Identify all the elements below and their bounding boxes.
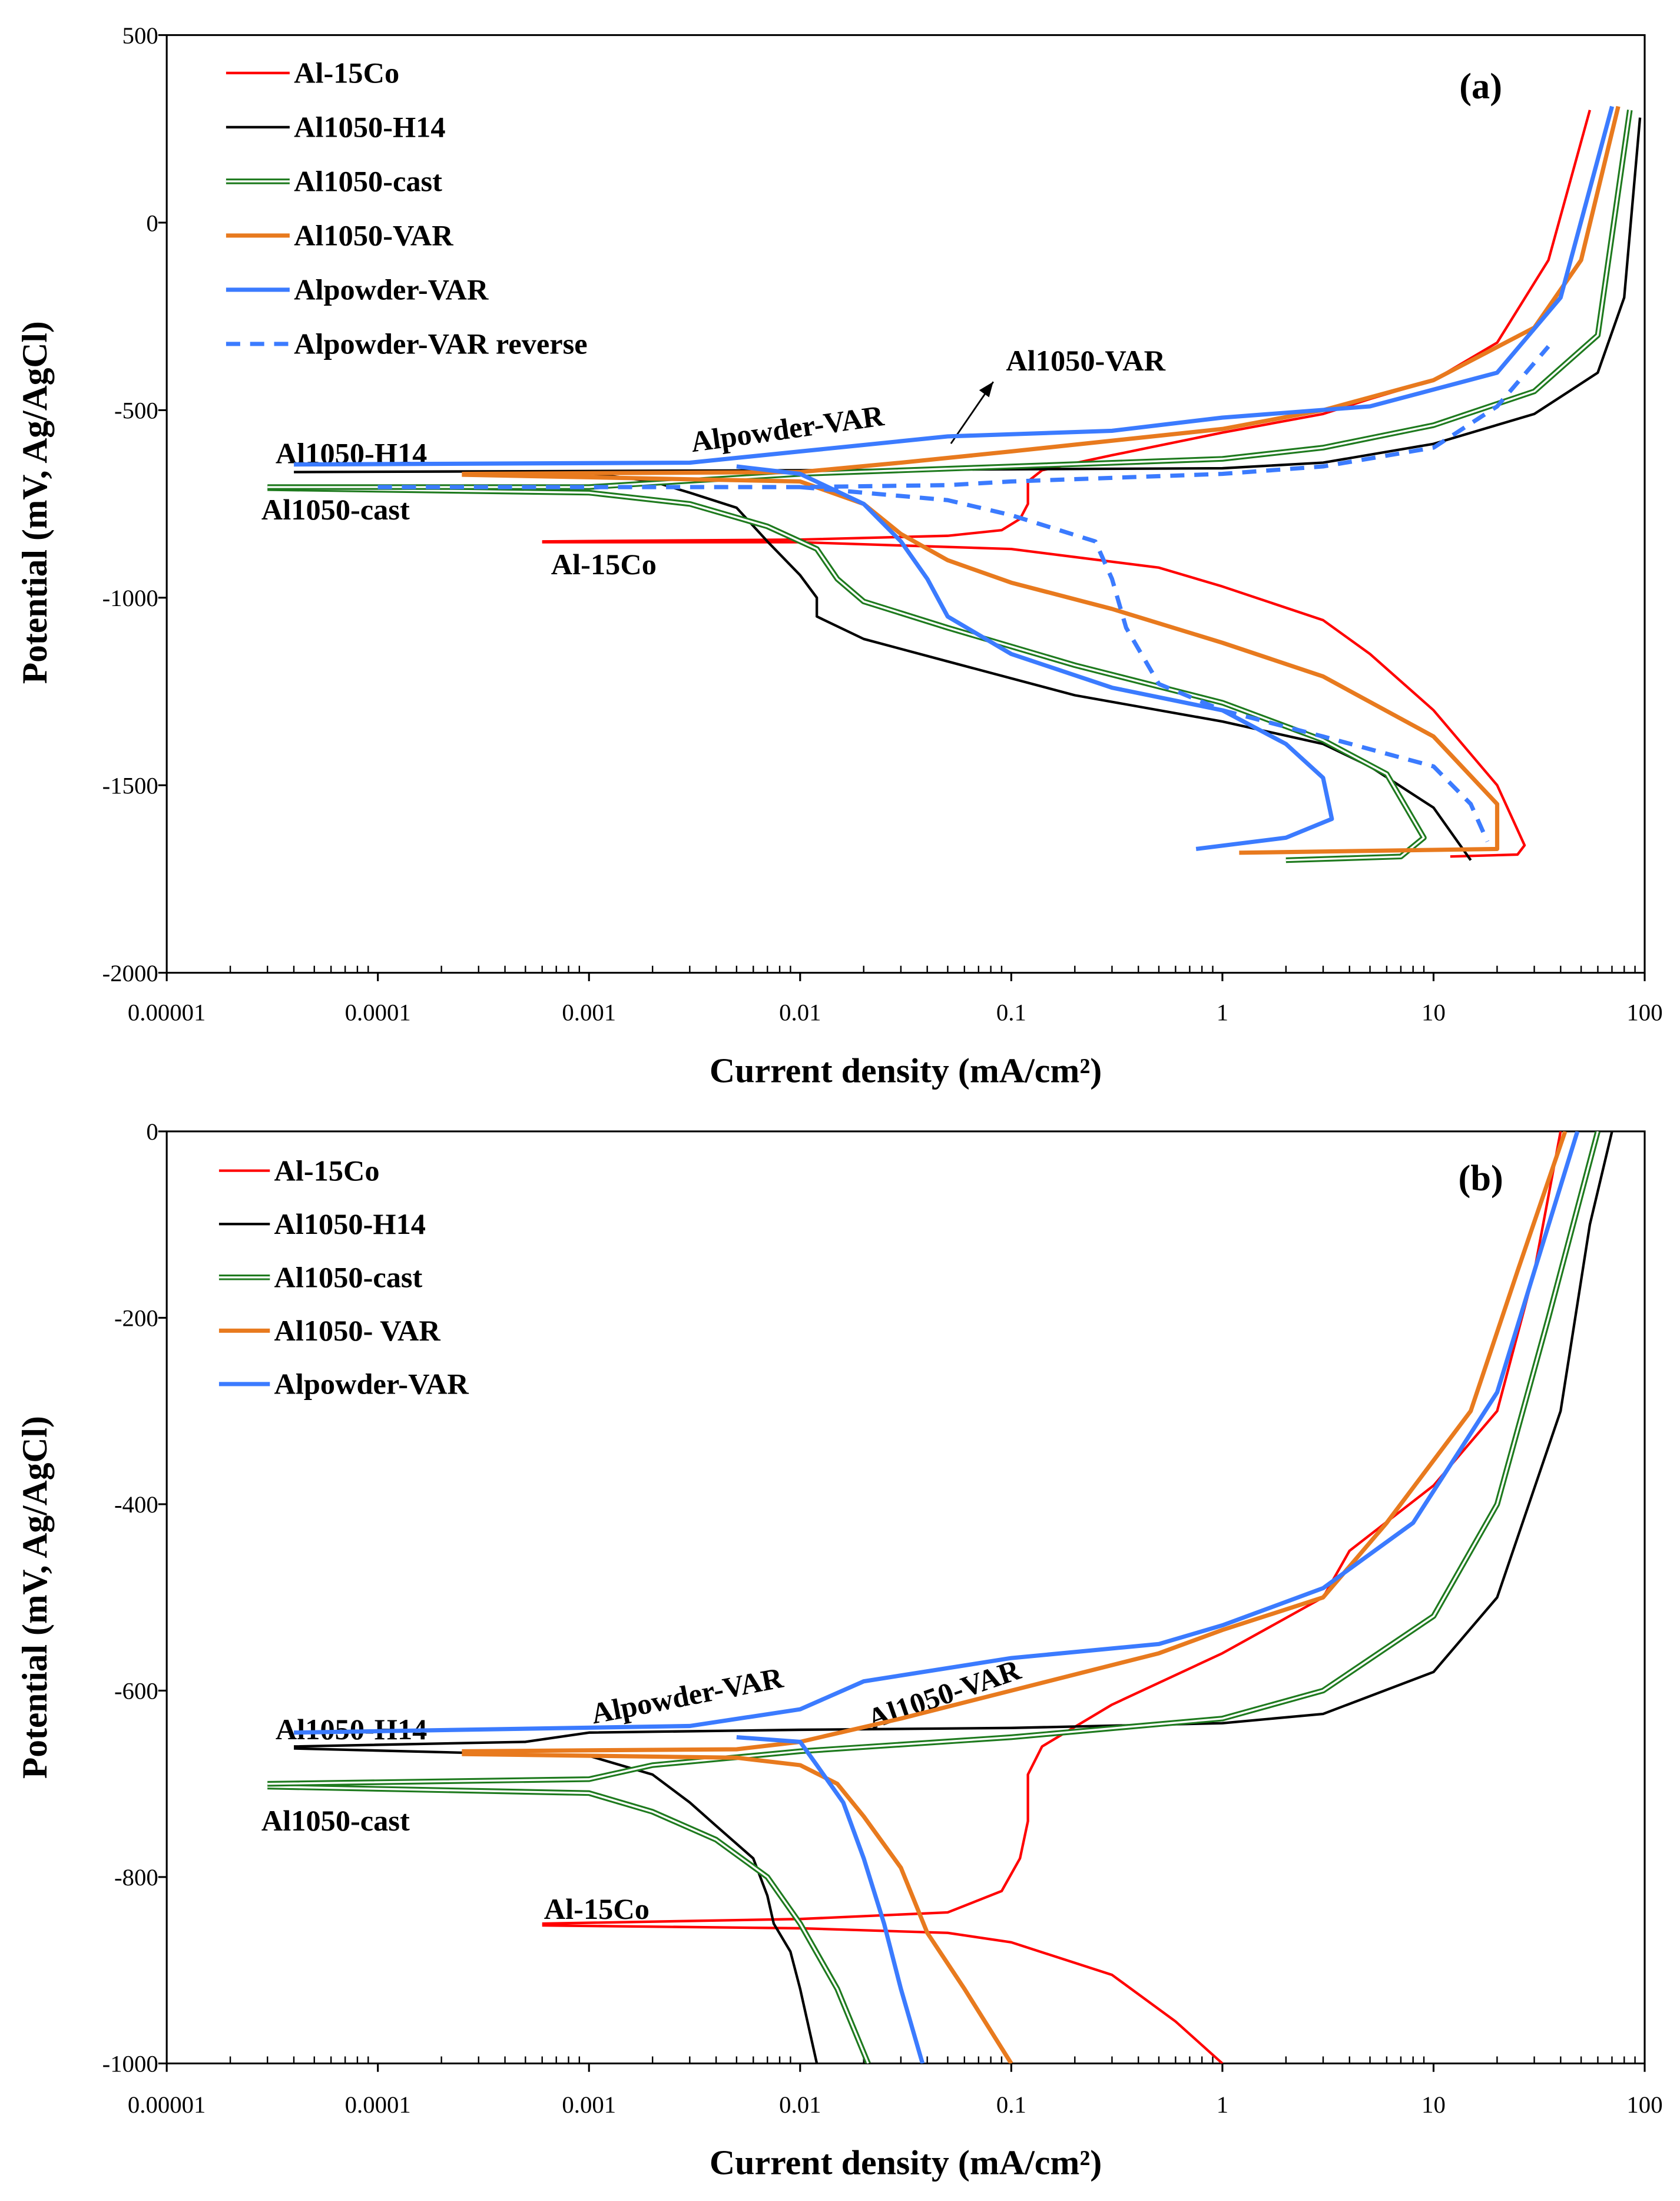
x-tick-label: 1 bbox=[1217, 2091, 1228, 2118]
series-al1050-var-cathodic-line bbox=[462, 1752, 1013, 2064]
y-tick-label: 500 bbox=[122, 22, 158, 49]
x-tick-label: 0.001 bbox=[562, 2091, 616, 2118]
series-alpowder-var-cathodic-line bbox=[736, 1735, 925, 2064]
series-al1050-h14-cathodic-line bbox=[589, 472, 1472, 861]
x-tick-label: 0.0001 bbox=[345, 999, 411, 1026]
x-tick-label: 0.1 bbox=[996, 999, 1026, 1026]
series-alpowder-var-cathodic-line bbox=[736, 464, 1334, 851]
series-al-15co-anodic-line bbox=[542, 110, 1591, 543]
x-tick-label: 0.001 bbox=[562, 999, 616, 1026]
legend-label-al1050-h14: Al1050-H14 bbox=[274, 1207, 426, 1240]
series-al1050-cast-anodic-line-inner bbox=[267, 1131, 1599, 1785]
x-axis-title-b: Current density (mA/cm²) bbox=[710, 2143, 1102, 2182]
panel-a-chart: (a) Current density (mA/cm²) Potential (… bbox=[15, 22, 1663, 1090]
series-alpowder-var-reverse-anodic-line bbox=[377, 345, 1550, 489]
annotation-al-15co: Al-15Co bbox=[544, 1892, 650, 1925]
x-tick-label: 1 bbox=[1217, 999, 1228, 1026]
series-al1050-h14-anodic-line bbox=[294, 1131, 1613, 1748]
y-tick-label: 0 bbox=[146, 210, 158, 236]
series-al-15co-cathodic-line bbox=[542, 1924, 1224, 2064]
y-tick-label: -1000 bbox=[102, 2051, 158, 2077]
series-al1050-cast-cathodic-line-inner bbox=[267, 1785, 869, 2064]
y-tick-label: -1500 bbox=[102, 773, 158, 799]
x-tick-label: 100 bbox=[1626, 999, 1662, 1026]
x-axis-title-a: Current density (mA/cm²) bbox=[710, 1051, 1102, 1090]
legend-label-al1050-cast: Al1050-cast bbox=[294, 165, 442, 198]
arrow-head-icon bbox=[979, 382, 993, 398]
y-tick-label: -800 bbox=[114, 1864, 158, 1891]
annotation-alpowder-var: Alpowder-VAR bbox=[688, 399, 886, 458]
annotation-al1050-cast: Al1050-cast bbox=[261, 493, 410, 526]
y-tick-label: -200 bbox=[114, 1305, 158, 1332]
legend-label-al-15co: Al-15Co bbox=[274, 1154, 380, 1187]
legend-label-al1050-h14: Al1050-H14 bbox=[294, 111, 445, 144]
y-tick-label: -1000 bbox=[102, 585, 158, 611]
annotation-alpowder-var: Alpowder-VAR bbox=[588, 1661, 786, 1730]
legend-label-alpowder-var-reverse: Alpowder-VAR reverse bbox=[294, 327, 587, 360]
panel-b-chart: (b) Current density (mA/cm²) Potential (… bbox=[15, 1118, 1663, 2182]
x-tick-label: 10 bbox=[1421, 2091, 1446, 2118]
x-tick-label: 0.01 bbox=[779, 2091, 821, 2118]
legend-label-alpowder-var: Alpowder-VAR bbox=[274, 1368, 469, 1401]
legend-label-al-15co: Al-15Co bbox=[294, 57, 399, 90]
series-al1050-cast-cathodic-line-inner bbox=[267, 487, 1425, 862]
y-tick-label: -500 bbox=[114, 398, 158, 424]
y-tick-label: -600 bbox=[114, 1678, 158, 1704]
annotation-al-15co: Al-15Co bbox=[551, 548, 657, 581]
x-tick-label: 0.00001 bbox=[128, 999, 206, 1026]
legend-label-alpowder-var: Alpowder-VAR bbox=[294, 273, 489, 306]
y-axis-title-a: Potential (mV, Ag/AgCl) bbox=[15, 321, 54, 684]
panel-label-a: (a) bbox=[1459, 67, 1502, 107]
legend-label-al1050-var: Al1050- VAR bbox=[274, 1314, 441, 1347]
y-tick-label: -2000 bbox=[102, 960, 158, 987]
x-tick-label: 0.01 bbox=[779, 999, 821, 1026]
series-al1050-var-anodic-line bbox=[462, 105, 1621, 476]
legend-label-al1050-cast: Al1050-cast bbox=[274, 1261, 423, 1294]
annotation-al1050-var: Al1050-VAR bbox=[1006, 344, 1165, 377]
plot-frame bbox=[165, 34, 1646, 974]
series-alpowder-var-reverse-cathodic-line bbox=[800, 485, 1490, 843]
x-tick-label: 0.0001 bbox=[345, 2091, 411, 2118]
series-alpowder-var-anodic-line bbox=[294, 105, 1615, 467]
plot-frame bbox=[165, 1130, 1646, 2064]
x-tick-label: 0.00001 bbox=[128, 2091, 206, 2118]
y-tick-label: -400 bbox=[114, 1491, 158, 1518]
x-tick-label: 100 bbox=[1626, 2091, 1662, 2118]
series-alpowder-var-anodic-line bbox=[294, 1131, 1580, 1735]
x-tick-label: 0.1 bbox=[996, 2091, 1026, 2118]
legend-label-al1050-var: Al1050-VAR bbox=[294, 219, 453, 252]
annotation-al1050-cast: Al1050-cast bbox=[261, 1804, 410, 1837]
x-tick-label: 10 bbox=[1421, 999, 1446, 1026]
y-tick-label: 0 bbox=[146, 1118, 158, 1145]
y-axis-title-b: Potential (mV, Ag/AgCl) bbox=[15, 1416, 54, 1779]
series-al-15co-cathodic-line bbox=[542, 541, 1526, 858]
panel-label-b: (b) bbox=[1459, 1159, 1503, 1199]
